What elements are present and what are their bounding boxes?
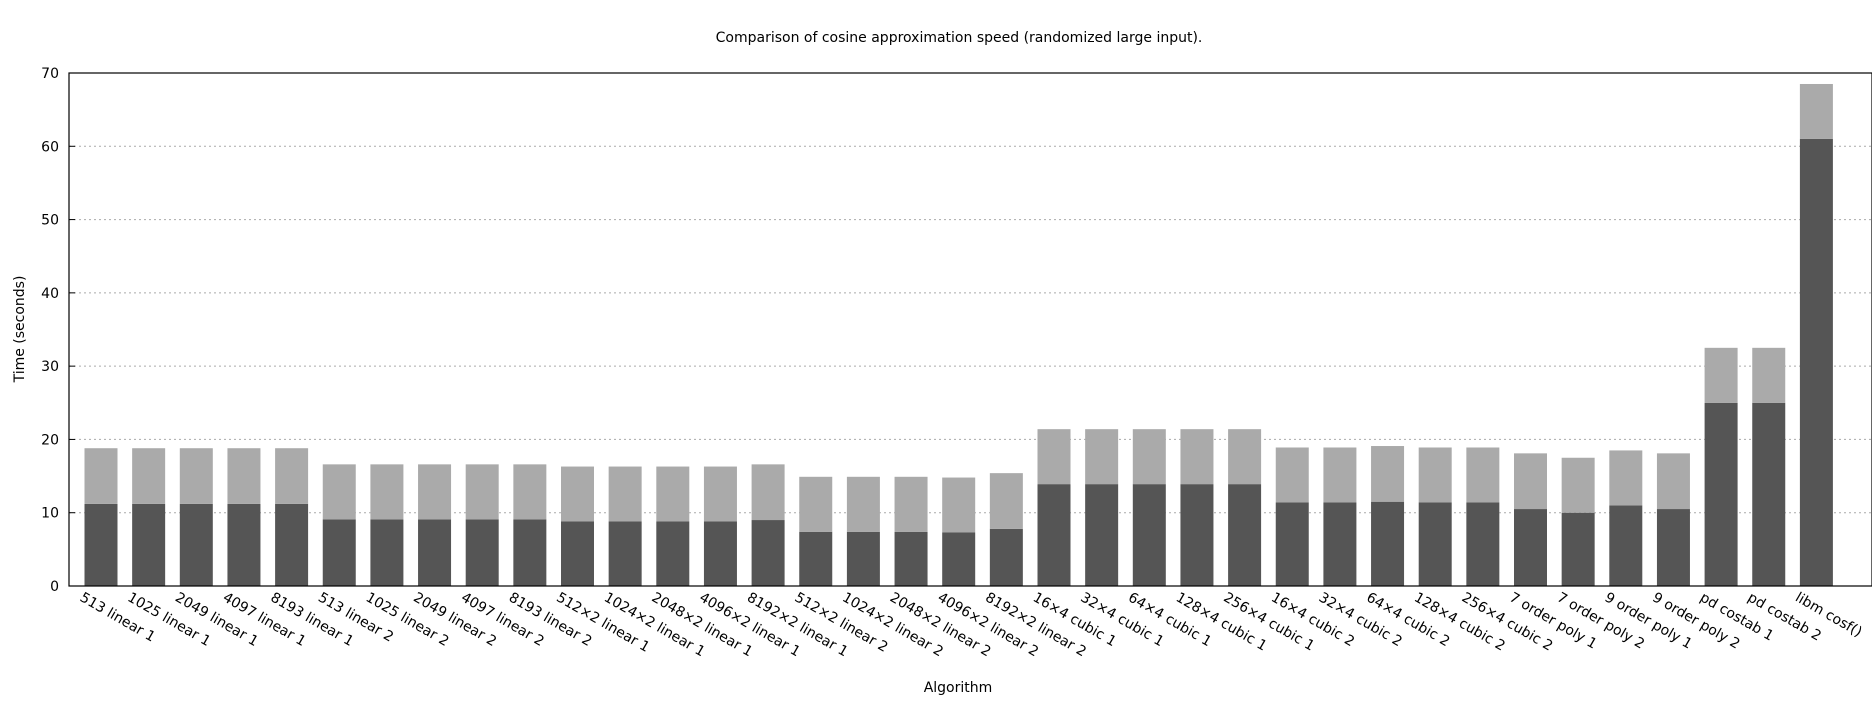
bar-segment-top	[1752, 347, 1786, 403]
bar-segment-top	[418, 464, 452, 520]
bar-segment-base	[799, 531, 833, 586]
bar-segment-base	[656, 521, 690, 586]
y-tick-label: 20	[41, 432, 59, 448]
bar-segment-base	[1323, 502, 1357, 586]
bar-segment-top	[799, 476, 833, 532]
bar-segment-base	[1704, 402, 1738, 586]
y-tick-label: 10	[41, 506, 59, 522]
bars	[84, 83, 1833, 586]
y-axis-ticks: 0 10 20 30 40 50 60 70	[41, 66, 75, 595]
bar-segment-top	[84, 448, 118, 504]
bar-segment-base	[703, 521, 737, 586]
bar-segment-top	[751, 464, 785, 521]
bar-segment-base	[1418, 502, 1452, 586]
bar-segment-base	[1466, 502, 1500, 586]
y-tick-label: 30	[41, 359, 59, 375]
bar-segment-base	[1132, 484, 1166, 586]
bar-segment-top	[703, 466, 737, 522]
bar-segment-top	[1609, 450, 1643, 506]
bar-segment-top	[989, 473, 1023, 529]
bar-segment-top	[1228, 429, 1262, 485]
grid	[69, 145, 1872, 514]
bar-segment-base	[1037, 484, 1071, 586]
bar-segment-top	[1704, 347, 1738, 403]
bar-segment-top	[1418, 447, 1452, 503]
bar-segment-base	[846, 531, 880, 586]
x-axis-label: Algorithm	[924, 680, 993, 696]
bar-segment-top	[179, 448, 213, 504]
bar-segment-base	[275, 503, 309, 586]
bar-segment-top	[465, 464, 499, 520]
bar-segment-top	[370, 464, 404, 520]
bar-segment-base	[561, 521, 594, 586]
bar-segment-top	[942, 477, 976, 533]
bar-segment-top	[894, 476, 928, 532]
bar-segment-base	[179, 503, 213, 586]
bar-segment-base	[1799, 138, 1833, 586]
bar-segment-base	[1752, 402, 1786, 586]
bar-segment-base	[132, 503, 166, 586]
y-axis-label: Time (seconds)	[12, 276, 28, 384]
y-tick-label: 40	[41, 286, 59, 302]
bar-segment-base	[370, 519, 404, 586]
bar-segment-base	[227, 503, 261, 586]
bar-segment-top	[1561, 457, 1595, 513]
bar-segment-base	[1561, 512, 1595, 586]
bar-segment-top	[1656, 453, 1690, 510]
bar-segment-base	[608, 521, 642, 586]
bar-segment-top	[1466, 447, 1500, 503]
bar-segment-base	[942, 532, 976, 586]
plot-frame	[68, 72, 1872, 587]
bar-segment-base	[894, 531, 928, 586]
bar-segment-top	[227, 448, 261, 504]
y-tick-label: 70	[41, 66, 59, 82]
bar-segment-base	[989, 528, 1023, 586]
bar-segment-base	[1180, 484, 1214, 586]
bar-segment-top	[322, 464, 356, 520]
bar-segment-top	[275, 448, 309, 504]
bar-segment-base	[1085, 484, 1119, 586]
bar-segment-top	[561, 466, 594, 522]
bar-segment-base	[751, 520, 785, 586]
chart-title: Comparison of cosine approximation speed…	[716, 30, 1203, 46]
bar-segment-top	[1037, 429, 1071, 485]
bar-segment-base	[465, 519, 499, 586]
bar-segment-top	[513, 464, 547, 520]
bar-segment-top	[1514, 453, 1547, 510]
y-tick-label: 0	[50, 579, 59, 595]
bar-segment-base	[322, 519, 356, 586]
bar-segment-top	[1180, 429, 1214, 485]
bar-segment-base	[513, 519, 547, 586]
bar-segment-top	[608, 466, 642, 522]
y-tick-label: 50	[41, 213, 59, 229]
bar-segment-top	[1323, 447, 1357, 503]
bar-segment-base	[1228, 484, 1262, 586]
bar-segment-base	[84, 503, 118, 586]
y-tick-label: 60	[41, 139, 59, 155]
bar-segment-base	[1514, 509, 1547, 586]
bar-segment-top	[1085, 429, 1119, 485]
bar-segment-top	[1799, 83, 1833, 139]
bar-segment-top	[132, 448, 166, 504]
bar-segment-base	[1609, 505, 1643, 586]
bar-segment-top	[1275, 447, 1309, 503]
bar-segment-top	[846, 476, 880, 532]
bar-segment-top	[1371, 446, 1405, 502]
bar-segment-base	[1371, 501, 1405, 586]
bar-segment-base	[418, 519, 452, 586]
bar-segment-base	[1275, 502, 1309, 586]
bar-segment-top	[1132, 429, 1166, 485]
bar-segment-base	[1656, 509, 1690, 586]
bar-segment-top	[656, 466, 690, 522]
